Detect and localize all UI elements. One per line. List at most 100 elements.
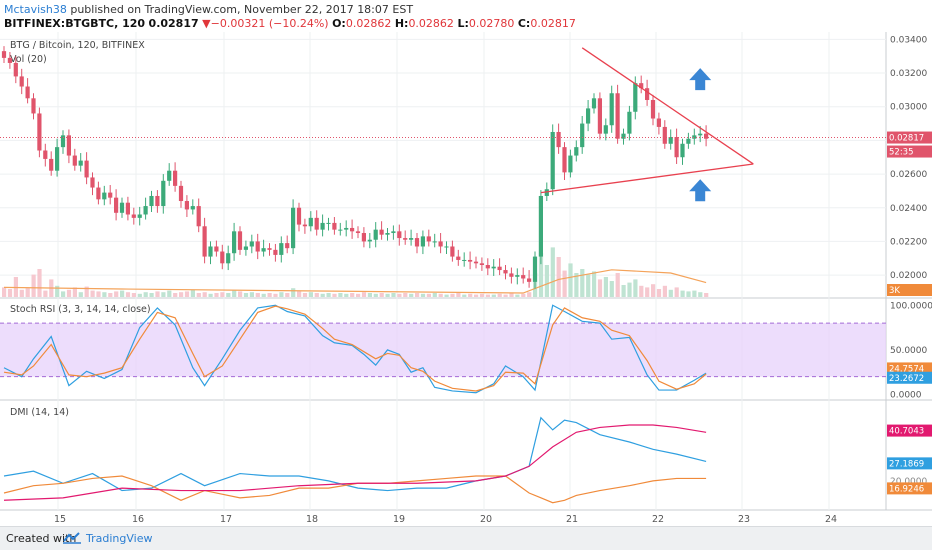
volume-bar (55, 285, 60, 297)
candle-body (296, 207, 302, 225)
candle-body (1, 51, 7, 58)
x-tick-label: 17 (220, 514, 232, 525)
candle-body (25, 86, 30, 99)
volume-bar (43, 290, 48, 297)
candle-body (509, 273, 514, 277)
candle-body (580, 123, 585, 148)
volume-bar (651, 284, 656, 297)
candle (202, 217, 207, 264)
candle-body (149, 195, 154, 207)
candle-body (450, 246, 455, 257)
candle-body (591, 98, 597, 109)
last-price: 0.02817 (148, 17, 199, 30)
adx-tag-text: 40.7043 (889, 427, 924, 437)
volume-bar (297, 291, 302, 297)
candle-body (456, 256, 461, 260)
candle (609, 85, 614, 133)
candle-body (214, 246, 219, 252)
y-tick-label: 0.02200 (890, 237, 927, 247)
candle-body (308, 217, 313, 227)
candle (704, 125, 709, 147)
candle (208, 241, 213, 265)
candle (485, 258, 490, 276)
candle (409, 229, 414, 246)
stoch-line (3, 305, 707, 392)
stoch-k-tag-text: 23.2672 (889, 374, 924, 384)
candle (273, 243, 278, 262)
candle-body (538, 195, 543, 257)
candle-body (167, 170, 172, 181)
candle (60, 130, 66, 154)
dmi-plus-tag-text: 27.1869 (889, 459, 924, 469)
candle (373, 222, 378, 248)
volume-bar (131, 293, 136, 297)
dmi-pane-title: DMI (14, 14) (10, 407, 69, 418)
change-arrow-icon: ▼ (202, 17, 211, 30)
volume-bar (361, 292, 367, 297)
candle-body (692, 135, 697, 139)
volume-bar (326, 293, 331, 297)
countdown-tag-bg (887, 145, 932, 158)
candle-body (656, 118, 661, 127)
candle (1, 46, 7, 63)
candle (586, 99, 591, 132)
candle (332, 217, 337, 235)
volume-bar (161, 292, 166, 297)
candle (662, 120, 667, 149)
candle-body (485, 265, 490, 269)
tradingview-brand-link[interactable]: TradingView (86, 532, 153, 545)
volume-bar (497, 293, 502, 297)
candle-body (119, 202, 125, 213)
candle-body (645, 88, 650, 100)
candle-body (255, 241, 260, 252)
symbol-label: BITFINEX:BTGBTC, 120 (4, 17, 146, 30)
candle (178, 180, 184, 208)
candle (397, 224, 402, 246)
candle-body (114, 197, 119, 213)
volume-bar (2, 287, 7, 297)
volume-bar (214, 293, 219, 297)
volume-bar (420, 293, 426, 297)
candle (291, 199, 296, 255)
candle-body (96, 187, 101, 200)
volume-bar (415, 293, 420, 297)
volume-bar (114, 291, 119, 297)
candle (468, 251, 473, 270)
volume-bar (680, 290, 685, 297)
arrow-up-icon (689, 68, 712, 91)
candle (621, 128, 626, 145)
candle (597, 92, 602, 140)
candle (226, 245, 231, 271)
candle-body (161, 180, 166, 207)
publish-line: Mctavish38 published on TradingView.com,… (4, 3, 413, 16)
candle (491, 259, 496, 276)
candle (237, 226, 243, 255)
volume-bar (302, 293, 308, 297)
volume-bar (379, 293, 384, 297)
candle-body (273, 249, 278, 255)
candle-body (137, 214, 142, 218)
candle (173, 162, 178, 192)
volume-bar (515, 294, 520, 297)
candle (214, 240, 219, 257)
candle (249, 234, 254, 254)
y-tick-label: 50.0000 (890, 346, 927, 356)
candle-body (184, 201, 189, 210)
volume-bar (291, 288, 296, 297)
chart-canvas[interactable]: 15 16 17 18 19 20 21 22 23 24 0.03400 0.03200 0.0300… (0, 32, 932, 526)
candle (261, 239, 266, 257)
candle (538, 190, 543, 265)
candle-body (31, 98, 36, 114)
candle (7, 51, 12, 69)
volume-bar (698, 292, 703, 297)
candle (196, 198, 201, 233)
author-link[interactable]: Mctavish38 (4, 3, 67, 16)
dmi-line (3, 475, 707, 504)
candle (515, 268, 520, 285)
candle (19, 68, 24, 95)
change-value: −0.00321 (−10.24%) (210, 17, 329, 30)
candle (361, 227, 366, 248)
volume-scale-tag: 3K (887, 284, 932, 296)
candle-body (237, 231, 243, 250)
candle-body (633, 83, 638, 112)
